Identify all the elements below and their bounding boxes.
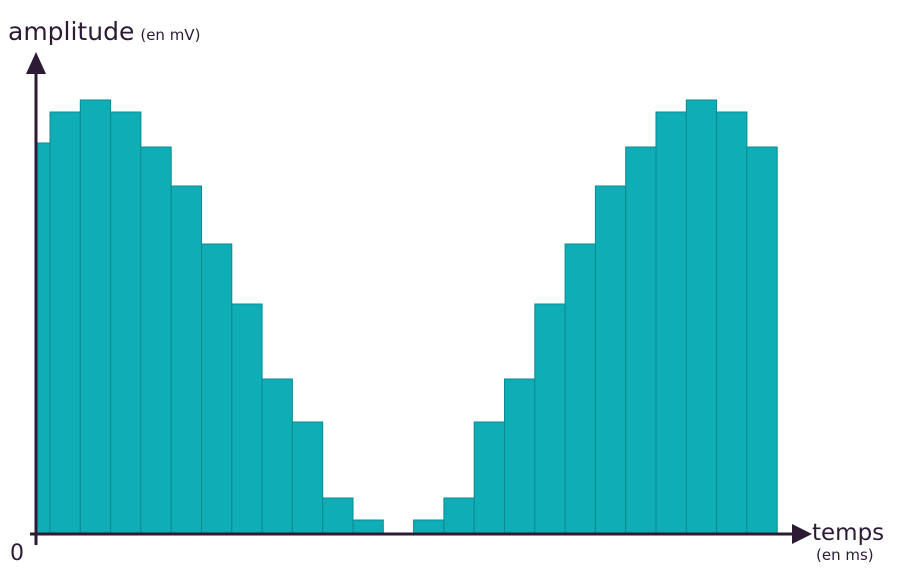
bar <box>110 111 142 534</box>
bars <box>36 99 778 534</box>
y-axis-arrow <box>26 52 46 74</box>
bar <box>564 243 596 534</box>
bar <box>231 303 263 534</box>
bar <box>49 111 81 534</box>
bar <box>655 111 687 534</box>
x-unit: (en ms) <box>816 546 874 564</box>
y-label: amplitude <box>8 17 134 46</box>
bar <box>594 185 627 534</box>
y-axis-label: amplitude (en mV) <box>8 17 200 46</box>
bar <box>473 421 506 534</box>
bar <box>504 378 536 534</box>
bar <box>716 111 748 534</box>
bar <box>170 185 202 534</box>
x-axis-label: temps <box>812 520 884 546</box>
bar <box>291 421 324 534</box>
bar <box>534 303 566 534</box>
y-unit: (en mV) <box>140 26 200 44</box>
bar <box>746 146 778 534</box>
bar <box>443 497 475 534</box>
bar <box>201 243 233 534</box>
bar <box>79 99 112 534</box>
bar <box>413 519 445 534</box>
bar <box>140 146 172 534</box>
bar <box>352 519 384 534</box>
bar <box>261 378 293 534</box>
x-axis-arrow <box>792 524 812 544</box>
bar <box>625 146 657 534</box>
bar <box>322 497 354 534</box>
bar <box>685 99 718 534</box>
origin-label: 0 <box>10 541 24 566</box>
